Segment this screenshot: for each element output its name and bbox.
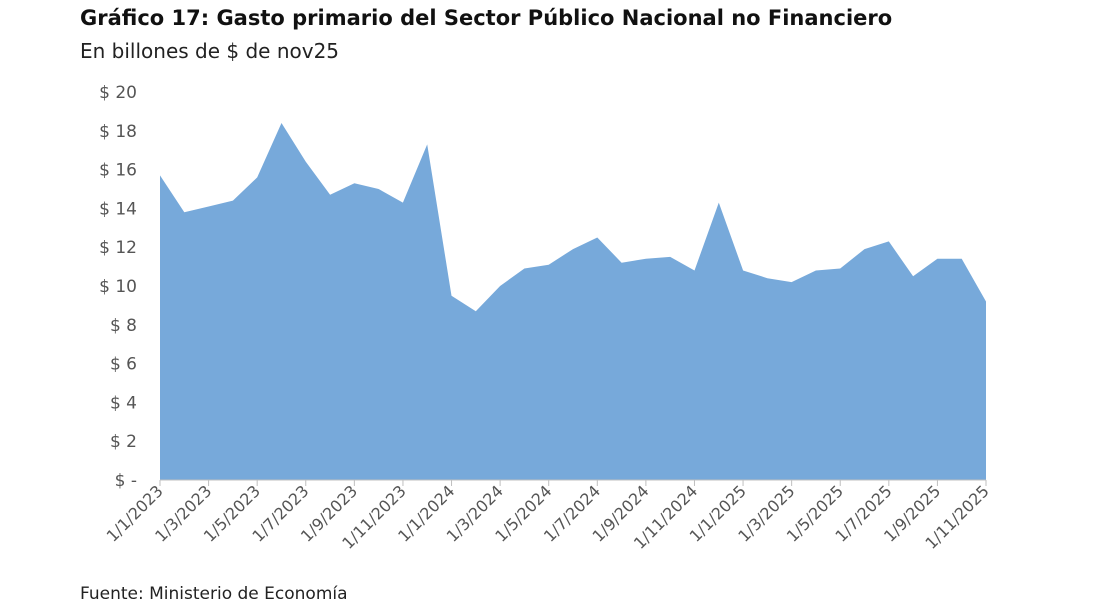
- y-tick-label: $ 6: [110, 355, 137, 375]
- x-axis-ticks: 1/1/20231/3/20231/5/20231/7/20231/9/2023…: [103, 480, 993, 553]
- y-tick-label: $ 20: [99, 83, 137, 103]
- y-tick-label: $ 8: [110, 316, 137, 336]
- y-tick-label: $ 10: [99, 277, 137, 297]
- y-axis-ticks: $ - $ 2 $ 4 $ 6 $ 8 $ 10 $ 12 $ 14 $ 16 $ 18 $ 20: [99, 83, 137, 491]
- y-tick-label: $ 2: [110, 432, 137, 452]
- series-area: [160, 123, 986, 480]
- y-tick-label: $ -: [115, 471, 137, 491]
- y-tick-label: $ 12: [99, 238, 137, 258]
- y-tick-label: $ 14: [99, 199, 137, 219]
- y-tick-label: $ 16: [99, 161, 137, 181]
- y-tick-label: $ 18: [99, 122, 137, 142]
- chart-subtitle: En billones de $ de nov25: [80, 39, 340, 63]
- chart-source: Fuente: Ministerio de Economía: [80, 584, 348, 604]
- y-tick-label: $ 4: [110, 393, 137, 413]
- chart-title: Gráfico 17: Gasto primario del Sector Pú…: [80, 6, 893, 30]
- area-chart: $ -$ 2$ 4$ 6$ 8$ 10$ 12$ 14$ 16$ 18$ 20 …: [99, 83, 993, 553]
